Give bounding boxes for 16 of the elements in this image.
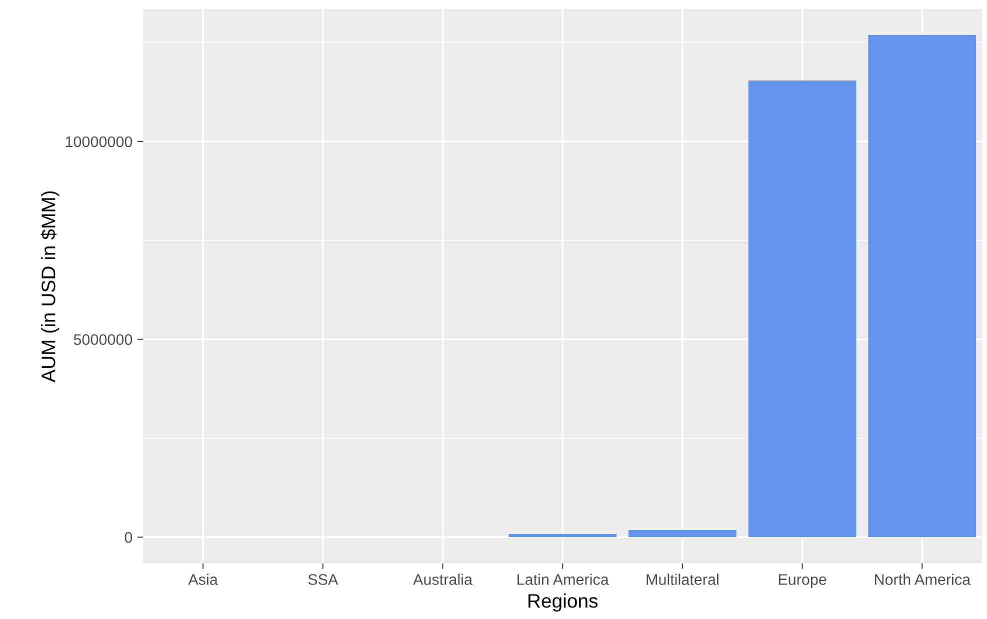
bar [508,534,617,538]
x-tick-label: Asia [188,574,218,585]
x-tick-label: North America [875,574,971,585]
x-tick-label: Europe [778,574,826,588]
bar [628,530,736,538]
bar [748,80,856,538]
x-tick-label: SSA [308,574,338,585]
x-tick-label: Australia [413,574,472,585]
x-tick-label: Latin America [518,574,609,585]
bar [868,35,976,538]
y-tick-label: 10000000 [66,136,132,148]
x-axis-title: Regions [528,594,598,612]
y-tick-label: 5000000 [74,334,132,345]
y-axis-title: AUM (in USD in $MM) [40,191,60,382]
x-tick-label: Multilateral [646,574,718,585]
y-tick-label: 0 [124,532,132,543]
